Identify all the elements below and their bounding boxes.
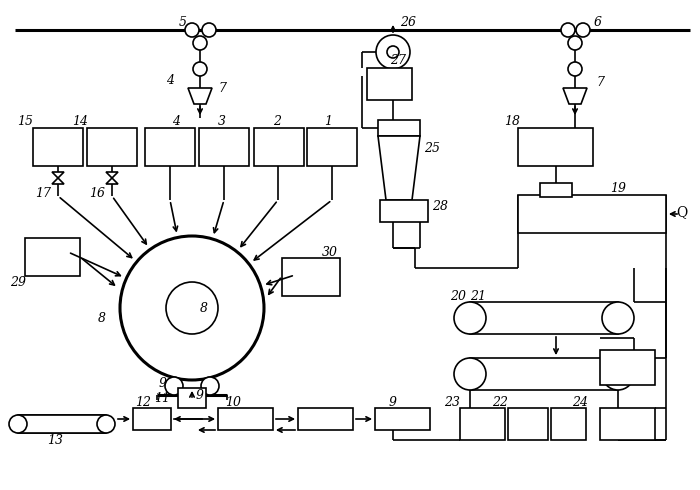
Bar — [18, 415, 106, 433]
Text: 14: 14 — [72, 115, 88, 127]
Text: 1: 1 — [324, 115, 332, 127]
Bar — [298, 408, 353, 430]
Text: 29: 29 — [10, 275, 26, 289]
Text: 27: 27 — [390, 53, 406, 67]
Text: 21: 21 — [470, 290, 486, 302]
Polygon shape — [188, 88, 212, 104]
Bar — [600, 408, 655, 440]
Bar — [378, 120, 420, 136]
Text: 20: 20 — [450, 290, 466, 302]
Text: 8: 8 — [200, 301, 208, 315]
Text: 12: 12 — [135, 395, 151, 409]
Text: 15: 15 — [17, 115, 33, 127]
Bar — [551, 408, 586, 440]
Circle shape — [97, 415, 115, 433]
Circle shape — [561, 23, 575, 37]
Bar — [380, 200, 428, 222]
Circle shape — [387, 46, 399, 58]
Text: 6: 6 — [594, 16, 602, 28]
Circle shape — [376, 35, 410, 69]
Text: 22: 22 — [492, 395, 508, 409]
Bar — [540, 183, 572, 197]
Text: 3: 3 — [218, 115, 226, 127]
Circle shape — [166, 282, 218, 334]
Circle shape — [9, 415, 27, 433]
Circle shape — [165, 377, 183, 395]
Text: 30: 30 — [322, 245, 338, 259]
Polygon shape — [106, 172, 118, 178]
Bar — [218, 408, 273, 430]
Circle shape — [120, 236, 264, 380]
Text: 9: 9 — [196, 389, 204, 401]
Circle shape — [201, 377, 219, 395]
Bar — [178, 388, 206, 408]
Bar — [133, 408, 171, 430]
Bar — [367, 68, 412, 100]
Bar — [470, 302, 618, 334]
Bar — [145, 128, 195, 166]
Text: 28: 28 — [432, 199, 448, 213]
Polygon shape — [52, 172, 64, 178]
Bar — [600, 350, 655, 385]
Text: 5: 5 — [179, 16, 187, 28]
Circle shape — [185, 23, 199, 37]
Bar — [87, 128, 137, 166]
Bar — [518, 128, 593, 166]
Bar — [470, 358, 618, 390]
Bar — [460, 408, 505, 440]
Text: 4: 4 — [172, 115, 180, 127]
Text: 7: 7 — [218, 81, 226, 95]
Text: 19: 19 — [610, 181, 626, 195]
Bar — [254, 128, 304, 166]
Text: 24: 24 — [572, 395, 588, 409]
Circle shape — [576, 23, 590, 37]
Circle shape — [454, 302, 486, 334]
Text: 2: 2 — [273, 115, 281, 127]
Polygon shape — [106, 178, 118, 184]
Bar — [33, 128, 83, 166]
Bar — [375, 408, 430, 430]
Text: 7: 7 — [596, 75, 604, 89]
Bar — [199, 128, 249, 166]
Circle shape — [454, 358, 486, 390]
Circle shape — [202, 23, 216, 37]
Text: 4: 4 — [166, 74, 174, 87]
Polygon shape — [52, 178, 64, 184]
Text: 18: 18 — [504, 115, 520, 127]
Text: 9: 9 — [159, 376, 167, 390]
Text: 8: 8 — [98, 312, 106, 324]
Bar — [25, 238, 80, 276]
Text: 13: 13 — [47, 434, 63, 446]
Polygon shape — [378, 136, 420, 200]
Polygon shape — [563, 88, 587, 104]
Circle shape — [193, 62, 207, 76]
Circle shape — [602, 302, 634, 334]
Text: 17: 17 — [35, 187, 51, 199]
Bar — [518, 195, 666, 233]
Bar — [282, 258, 340, 296]
Text: 10: 10 — [225, 395, 241, 409]
Circle shape — [568, 36, 582, 50]
Circle shape — [568, 62, 582, 76]
Text: 9: 9 — [389, 395, 397, 409]
Text: 26: 26 — [400, 16, 416, 28]
Text: 11: 11 — [154, 392, 170, 405]
Bar — [307, 128, 357, 166]
Bar — [508, 408, 548, 440]
Circle shape — [193, 36, 207, 50]
Circle shape — [602, 358, 634, 390]
Text: 25: 25 — [424, 142, 440, 154]
Text: 16: 16 — [89, 187, 105, 199]
Text: 23: 23 — [444, 395, 460, 409]
Text: Q: Q — [676, 205, 687, 219]
